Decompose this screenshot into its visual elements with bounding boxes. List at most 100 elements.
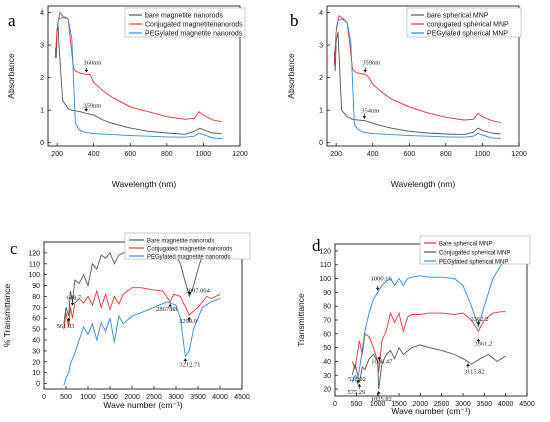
- x-tick-label: 1200: [511, 151, 527, 158]
- x-tick-label: 400: [88, 151, 100, 158]
- legend: bare magnetite nanorods Conjugated magnet…: [124, 7, 246, 38]
- y-axis-label: Absorbance: [6, 53, 16, 99]
- peak-annotation: 1025.82: [371, 391, 392, 403]
- y-tick-label: 90: [323, 290, 331, 297]
- panel-letter: b: [290, 11, 299, 30]
- x-tick-label: 800: [161, 151, 173, 158]
- arrow-head: [70, 302, 75, 306]
- y-tick-label: 120: [319, 248, 331, 255]
- y-tick-label: 20: [32, 359, 40, 366]
- legend-label: Conjugated magnetite nanorods: [147, 247, 232, 253]
- series-line-3: [56, 16, 222, 139]
- legend-label: PEGylated spherical MNP: [439, 260, 508, 266]
- x-tick-label: 500: [350, 401, 362, 408]
- y-tick-label: 10: [32, 370, 40, 377]
- arrow-head: [183, 358, 188, 361]
- y-tick-label: 1: [319, 108, 323, 115]
- peak-annotation: 359nm: [362, 59, 380, 73]
- arrow-head: [357, 384, 362, 387]
- y-tick-label: 30: [32, 348, 40, 355]
- y-tick-label: 90: [32, 283, 40, 290]
- plot-frame: [43, 241, 243, 390]
- x-tick-label: 800: [440, 151, 452, 158]
- peak-label: 3299.9: [179, 318, 197, 325]
- y-tick-label: 70: [32, 305, 40, 312]
- peak-label: 359nm: [362, 59, 380, 66]
- series-line-1: [333, 31, 501, 136]
- peak-annotation: 1000.16: [371, 275, 393, 291]
- x-tick-label: 0: [333, 401, 337, 408]
- legend-label: Conjugated magnetitenanorods: [145, 22, 243, 29]
- x-tick-label: 3500: [477, 401, 493, 408]
- peak-label: 1000.16: [371, 275, 393, 282]
- series-line-2: [63, 287, 221, 330]
- peak-annotation: 3361.2: [474, 338, 492, 348]
- series-line-1: [54, 25, 222, 135]
- x-tick-label: 200: [51, 151, 63, 158]
- x-tick-label: 1500: [102, 394, 118, 401]
- arrow-head: [377, 356, 382, 360]
- peak-annotation: 1036.47: [371, 356, 393, 366]
- y-tick-label: 0: [319, 140, 323, 147]
- arrow-head: [187, 316, 191, 320]
- legend-label: Bare magnetite nanorods: [147, 239, 214, 245]
- x-tick-label: 1000: [80, 394, 96, 401]
- y-tick-label: 120: [28, 250, 40, 257]
- x-axis-label: Wavelength (nm): [391, 179, 456, 189]
- x-tick-label: 1000: [370, 401, 386, 408]
- peak-annotation: 3212.71: [179, 358, 200, 368]
- y-tick-label: 80: [323, 304, 331, 311]
- legend-box: [124, 232, 251, 260]
- legend: Bare magnetite nanorods Conjugated magnet…: [124, 232, 251, 261]
- y-tick-label: 2: [40, 75, 44, 82]
- x-tick-label: 0: [42, 394, 46, 401]
- peak-label: 3362.2: [470, 316, 488, 323]
- y-tick-label: 2: [319, 75, 323, 82]
- legend-box: [419, 235, 531, 265]
- x-tick-label: 4000: [212, 394, 228, 401]
- chart-panel-c: 0 500 1000 1500 2000 2500 3000 3500 4000 4500 0 10 2…: [2, 232, 251, 410]
- x-tick-label: 200: [330, 151, 342, 158]
- peak-label: 1025.82: [371, 396, 392, 403]
- y-tick-label: 100: [28, 272, 40, 279]
- y-tick-label: 40: [32, 338, 40, 345]
- y-tick-label: 30: [323, 373, 331, 380]
- peak-annotation: 648.7: [67, 294, 82, 306]
- legend-label: PEGylated spherical MNP: [427, 31, 508, 38]
- y-tick-label: 0: [40, 140, 44, 147]
- arrow-head: [476, 338, 481, 342]
- peak-label: 2867.88: [156, 306, 177, 313]
- peak-annotation: 575.29: [348, 384, 365, 396]
- series-line-3: [335, 18, 501, 139]
- x-tick-label: 600: [403, 151, 415, 158]
- peak-label: 3212.71: [179, 361, 200, 368]
- chart-panel-b: 200 400 600 800 1000 1200 0 1 2 3 4 Wavelength (nm)…: [286, 5, 527, 189]
- arrow-head: [375, 287, 380, 291]
- x-tick-label: 4000: [498, 401, 514, 408]
- peak-label: 538.92: [348, 376, 366, 383]
- y-tick-label: 70: [323, 318, 331, 325]
- x-tick-label: 2000: [124, 394, 140, 401]
- x-tick-label: 1000: [196, 151, 212, 158]
- series-line-3: [351, 252, 507, 383]
- arrow-head: [84, 69, 89, 73]
- y-tick-label: 110: [320, 262, 331, 269]
- series-line-3: [63, 298, 221, 386]
- peak-label: 354nm: [361, 108, 379, 115]
- x-tick-label: 3000: [168, 394, 184, 401]
- panel-letter: c: [10, 239, 18, 258]
- y-tick-label: 100: [319, 276, 331, 283]
- x-axis-label: Wave number (cm⁻¹): [103, 400, 182, 410]
- x-tick-label: 2500: [146, 394, 162, 401]
- peak-label: 360nm: [83, 59, 101, 66]
- arrow-head: [356, 380, 360, 383]
- peak-annotation: 3307.004: [186, 287, 211, 295]
- arrow-head: [476, 322, 481, 325]
- chart-panel-a: 200 400 600 800 1000 1200 0 1 2 3 4 Wavelength (nm)…: [6, 5, 248, 189]
- plot-frame: [334, 243, 528, 397]
- y-tick-label: 0: [36, 381, 40, 388]
- legend: bare spherical MNP conjugated spherical M…: [406, 7, 522, 38]
- y-axis-label: Transmittance: [296, 293, 306, 347]
- peak-annotation: 354nm: [361, 108, 379, 119]
- y-tick-label: 110: [29, 261, 40, 268]
